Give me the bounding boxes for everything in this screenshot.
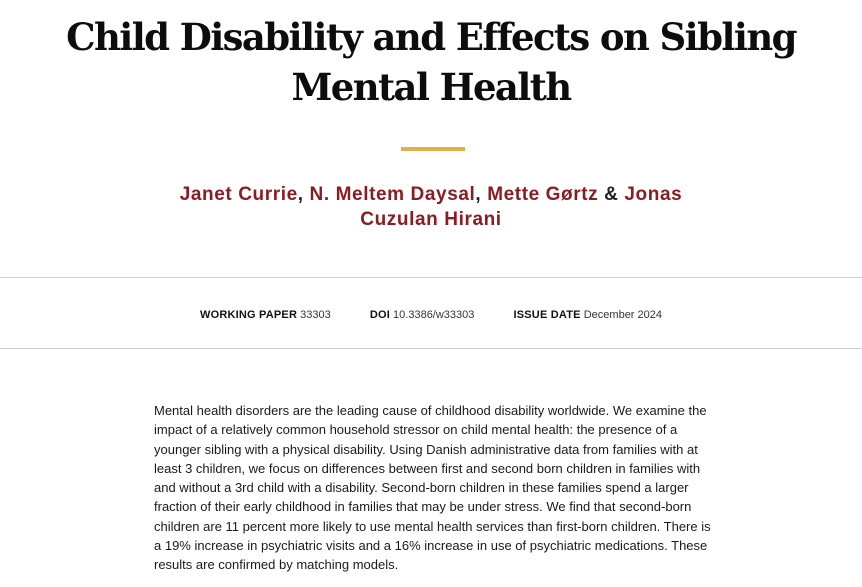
doi-label: DOI: [369, 309, 390, 321]
working-paper-value: 33303: [300, 309, 331, 321]
title-accent-rule: [401, 147, 465, 151]
doi: DOI 10.3386/w33303: [370, 308, 475, 322]
working-paper-number: WORKING PAPER 33303: [200, 308, 331, 322]
issue-date: ISSUE DATE December 2024: [513, 308, 662, 322]
paper-meta-row: WORKING PAPER 33303 DOI 10.3386/w33303 I…: [0, 308, 862, 322]
author-separator: &: [598, 184, 625, 205]
abstract-text: Mental health disorders are the leading …: [154, 403, 711, 573]
paper-meta-bar: WORKING PAPER 33303 DOI 10.3386/w33303 I…: [0, 277, 862, 349]
working-paper-label: WORKING PAPER: [199, 309, 298, 321]
doi-value: 10.3386/w33303: [393, 309, 475, 321]
author-link-mette-gortz[interactable]: Mette Gørtz: [487, 184, 599, 205]
author-separator: ,: [297, 184, 310, 205]
author-list: Janet Currie, N. Meltem Daysal, Mette Gø…: [160, 182, 702, 232]
issue-date-label: ISSUE DATE: [513, 309, 581, 321]
page-title: Child Disability and Effects on Sibling …: [66, 15, 797, 109]
author-separator: ,: [475, 184, 488, 205]
issue-date-value: December 2024: [583, 309, 663, 321]
author-link-n-meltem-daysal[interactable]: N. Meltem Daysal: [309, 184, 476, 205]
author-link-janet-currie[interactable]: Janet Currie: [179, 184, 298, 205]
author-link-jonas-cuzulan-hirani[interactable]: Jonas Cuzulan Hirani: [360, 184, 683, 230]
